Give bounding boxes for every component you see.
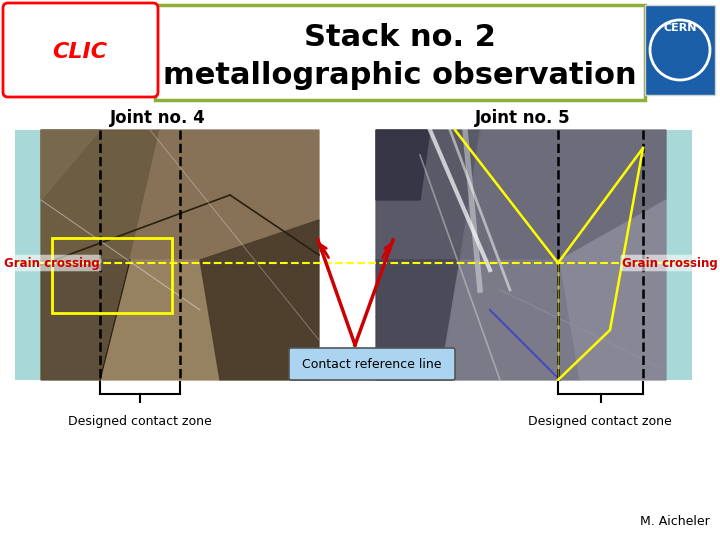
- Polygon shape: [376, 260, 460, 380]
- Polygon shape: [41, 130, 160, 260]
- Text: Grain crossing: Grain crossing: [622, 256, 718, 269]
- Polygon shape: [200, 220, 319, 380]
- Polygon shape: [440, 260, 580, 380]
- Polygon shape: [460, 130, 666, 260]
- Bar: [666, 130, 692, 380]
- Polygon shape: [376, 130, 480, 260]
- FancyBboxPatch shape: [289, 348, 455, 380]
- Text: Stack no. 2: Stack no. 2: [304, 24, 496, 52]
- Text: Contact reference line: Contact reference line: [302, 357, 442, 370]
- Bar: [155, 5, 645, 100]
- Polygon shape: [100, 260, 220, 380]
- Text: Grain crossing: Grain crossing: [4, 256, 100, 269]
- Bar: [15, 130, 41, 380]
- Bar: [376, 130, 666, 380]
- Polygon shape: [376, 130, 430, 200]
- Text: CERN: CERN: [663, 23, 697, 33]
- Bar: [52, 238, 172, 313]
- Text: M. Aicheler: M. Aicheler: [640, 515, 710, 528]
- Polygon shape: [41, 130, 100, 200]
- Text: metallographic observation: metallographic observation: [163, 60, 636, 90]
- Text: Designed contact zone: Designed contact zone: [528, 415, 672, 428]
- Text: Joint no. 4: Joint no. 4: [110, 109, 206, 127]
- Bar: [41, 130, 319, 380]
- Polygon shape: [41, 260, 130, 380]
- Polygon shape: [130, 130, 319, 260]
- FancyBboxPatch shape: [3, 3, 158, 97]
- Bar: [645, 5, 715, 95]
- Polygon shape: [560, 200, 666, 380]
- Text: Designed contact zone: Designed contact zone: [68, 415, 212, 428]
- Text: Joint no. 5: Joint no. 5: [475, 109, 571, 127]
- Text: CLIC: CLIC: [53, 42, 107, 62]
